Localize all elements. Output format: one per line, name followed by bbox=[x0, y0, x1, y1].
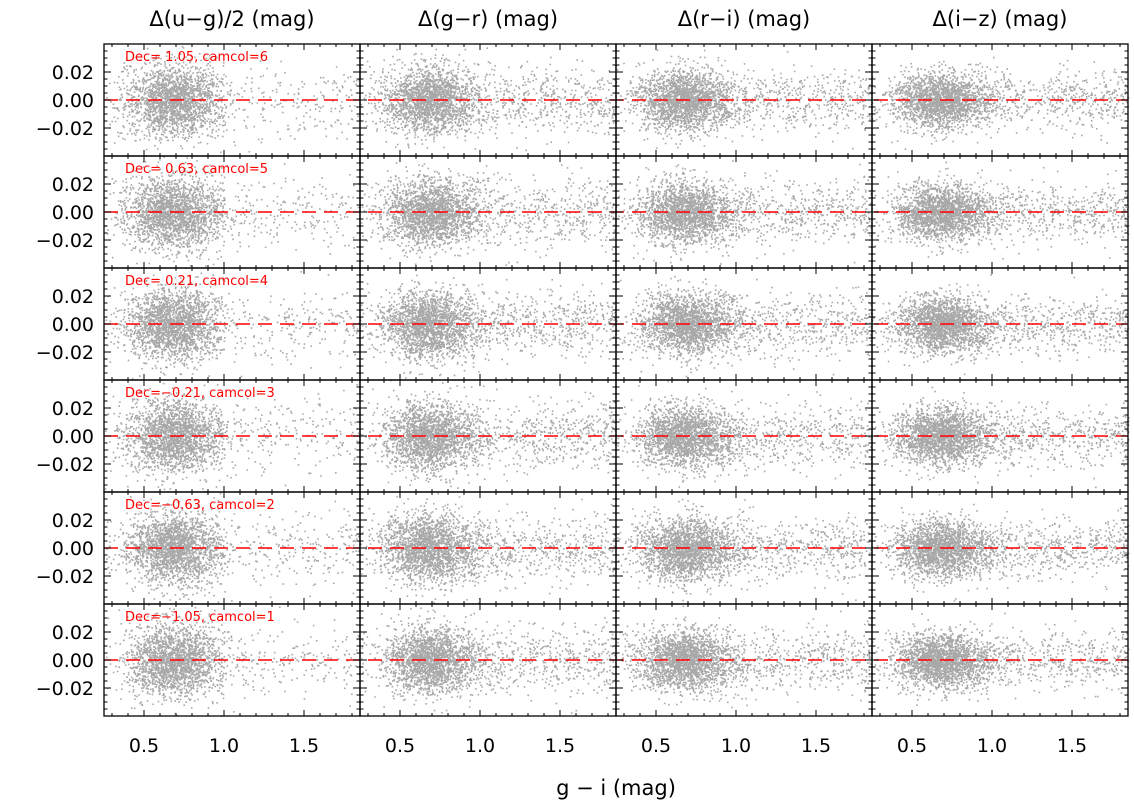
scatter-point-cloud bbox=[617, 380, 874, 488]
y-tick-label: 0.02 bbox=[52, 62, 94, 84]
row-label-2: Dec= 0.63, camcol=5 bbox=[125, 162, 268, 177]
y-tick-label: 0.00 bbox=[52, 90, 94, 112]
x-tick-labels: 0.5 1.0 1.5 0.5 1.0 1.5 0.5 1.0 1.5 0.5 1.0 1.5 bbox=[129, 735, 1087, 757]
y-tick-label: 0.00 bbox=[52, 538, 94, 560]
y-tick-label: −0.02 bbox=[36, 678, 94, 700]
y-tick-label: 0.00 bbox=[52, 426, 94, 448]
x-tick-label: 0.5 bbox=[129, 735, 159, 757]
scatter-point-cloud bbox=[874, 161, 1130, 269]
scatter-point-cloud bbox=[105, 156, 361, 270]
x-tick-label: 0.5 bbox=[897, 735, 927, 757]
y-tick-label: 0.02 bbox=[52, 510, 94, 532]
panel-points-r2-c2 bbox=[360, 162, 618, 266]
y-tick-label: 0.02 bbox=[52, 398, 94, 420]
panel-points-r5-c2 bbox=[360, 493, 617, 604]
row-label-6: Dec=−1.05, camcol=1 bbox=[125, 610, 275, 625]
scatter-point-cloud bbox=[360, 162, 618, 266]
x-tick-label: 1.5 bbox=[1057, 735, 1087, 757]
scatter-point-cloud bbox=[360, 493, 617, 604]
x-tick-label: 0.5 bbox=[641, 735, 671, 757]
row-label-3: Dec= 0.21, camcol=4 bbox=[125, 274, 268, 289]
scatter-point-cloud bbox=[106, 45, 362, 157]
y-tick-label: 0.02 bbox=[52, 622, 94, 644]
column-title-1: Δ(u−g)/2 (mag) bbox=[149, 7, 314, 31]
panel-points-r2-c4 bbox=[874, 161, 1130, 269]
scatter-point-cloud bbox=[618, 160, 873, 265]
scatter-point-cloud bbox=[873, 274, 1130, 376]
panel-points-r2-c3 bbox=[618, 160, 873, 265]
scatter-point-cloud bbox=[616, 605, 874, 709]
panel-points-r3-c3 bbox=[616, 275, 874, 382]
row-label-1: Dec= 1.05, camcol=6 bbox=[125, 50, 268, 65]
x-tick-label: 1.5 bbox=[801, 735, 831, 757]
scatter-point-cloud bbox=[104, 492, 362, 603]
column-title-4: Δ(i−z) (mag) bbox=[933, 7, 1068, 31]
y-tick-label: 0.00 bbox=[52, 650, 94, 672]
panel-points-r4-c1 bbox=[104, 382, 362, 493]
panel-points-r3-c4 bbox=[873, 274, 1130, 376]
scatter-point-cloud bbox=[360, 382, 617, 494]
x-axis-label: g − i (mag) bbox=[556, 776, 676, 800]
column-title-2: Δ(g−r) (mag) bbox=[418, 7, 558, 31]
scatter-point-cloud bbox=[616, 275, 874, 382]
scatter-point-cloud bbox=[616, 498, 874, 602]
y-tick-labels: 0.02 0.00 −0.02 0.02 0.00 −0.02 0.02 0.00 −0.02 0… bbox=[36, 62, 94, 700]
panel-points-r4-c2 bbox=[360, 382, 617, 494]
scatter-point-cloud bbox=[874, 612, 1130, 706]
row-label-5: Dec=−0.63, camcol=2 bbox=[125, 498, 275, 513]
y-tick-label: 0.00 bbox=[52, 314, 94, 336]
y-tick-label: −0.02 bbox=[36, 566, 94, 588]
row-labels: Dec= 1.05, camcol=6 Dec= 0.63, camcol=5 … bbox=[125, 50, 275, 625]
panel-points-r1-c2 bbox=[360, 47, 618, 152]
panel-points-r1-c1 bbox=[106, 45, 362, 157]
panel-points-r6-c3 bbox=[616, 605, 874, 709]
x-tick-label: 1.0 bbox=[977, 735, 1007, 757]
x-tick-label: 1.5 bbox=[545, 735, 575, 757]
x-tick-label: 1.5 bbox=[289, 735, 319, 757]
panel-points-r4-c3 bbox=[617, 380, 874, 488]
scatter-point-cloud bbox=[104, 382, 362, 493]
x-tick-label: 0.5 bbox=[385, 735, 415, 757]
scatter-point-cloud bbox=[360, 274, 618, 382]
scatter-point-cloud bbox=[360, 47, 618, 152]
panel-points-r2-c1 bbox=[105, 156, 361, 270]
scatter-point-cloud bbox=[874, 493, 1130, 602]
panel-points-r1-c4 bbox=[873, 56, 1130, 150]
column-title-3: Δ(r−i) (mag) bbox=[678, 7, 811, 31]
panel-points-r3-c2 bbox=[360, 274, 618, 382]
y-tick-label: −0.02 bbox=[36, 454, 94, 476]
y-tick-label: 0.02 bbox=[52, 286, 94, 308]
y-tick-label: 0.02 bbox=[52, 174, 94, 196]
panel-points-r5-c3 bbox=[616, 498, 874, 602]
scatter-point-cloud bbox=[873, 56, 1130, 150]
x-tick-label: 1.0 bbox=[465, 735, 495, 757]
panel-points-r5-c1 bbox=[104, 492, 362, 603]
scatter-point-cloud bbox=[874, 386, 1130, 489]
axis-ticks bbox=[104, 43, 1128, 717]
y-tick-label: 0.00 bbox=[52, 202, 94, 224]
panel-points-r5-c4 bbox=[874, 493, 1130, 602]
y-tick-label: −0.02 bbox=[36, 342, 94, 364]
x-tick-label: 1.0 bbox=[209, 735, 239, 757]
y-tick-label: −0.02 bbox=[36, 230, 94, 252]
x-tick-label: 1.0 bbox=[721, 735, 751, 757]
panel-points-r6-c4 bbox=[874, 612, 1130, 706]
panel-points-r4-c4 bbox=[874, 386, 1130, 489]
y-tick-label: −0.02 bbox=[36, 118, 94, 140]
column-titles: Δ(u−g)/2 (mag) Δ(g−r) (mag) Δ(r−i) (mag)… bbox=[149, 7, 1067, 31]
row-label-4: Dec=−0.21, camcol=3 bbox=[125, 386, 275, 401]
